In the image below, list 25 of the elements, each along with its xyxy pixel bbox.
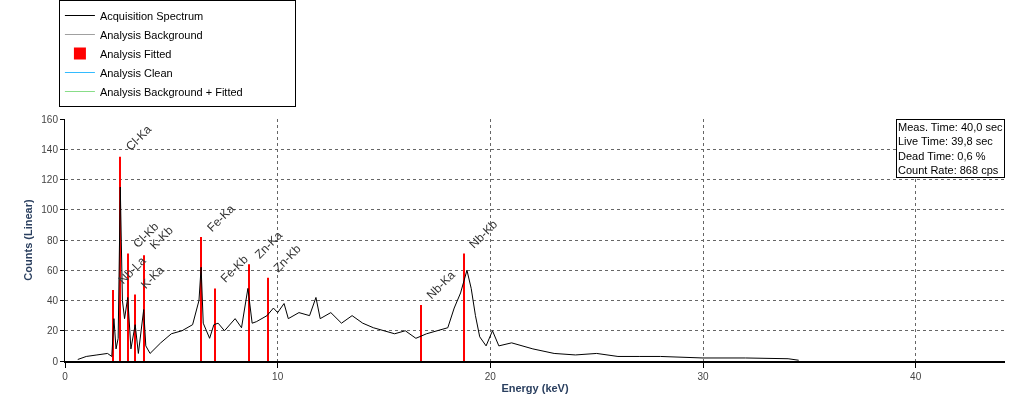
y-tick-label: 100: [41, 204, 59, 216]
legend-label: Analysis Fitted: [99, 47, 172, 60]
x-tick-label: 40: [910, 370, 922, 382]
annotation: Count Rate: 868 cps: [898, 163, 999, 176]
x-axis-title: Energy (keV): [501, 382, 569, 395]
y-tick-label: 140: [41, 143, 59, 155]
x-tick-label: 10: [272, 370, 284, 382]
y-tick-label: 160: [41, 113, 59, 125]
y-axis-title: Counts (Linear): [21, 199, 34, 281]
legend-label: Analysis Background + Fitted: [99, 85, 243, 98]
y-tick-label: 120: [41, 174, 59, 185]
x-tick-label: 20: [484, 370, 497, 382]
y-tick-label: 0: [52, 355, 59, 367]
y-tick-label: 20: [46, 325, 59, 337]
x-tick-label: 30: [697, 370, 710, 382]
legend-label: Analysis Clean: [99, 66, 173, 79]
legend-label: Acquisition Spectrum: [99, 9, 204, 22]
legend-label: Analysis Background: [99, 28, 203, 41]
y-tick-label: 80: [46, 234, 59, 246]
annotation: Dead Time: 0,6 %: [898, 149, 986, 162]
annotation: Live Time: 39,8 sec: [898, 135, 994, 148]
y-tick-label: 40: [46, 295, 59, 306]
annotation: Meas. Time: 40,0 sec: [898, 121, 1004, 133]
y-tick-label: 60: [46, 264, 59, 276]
x-tick-label: 0: [62, 370, 69, 382]
